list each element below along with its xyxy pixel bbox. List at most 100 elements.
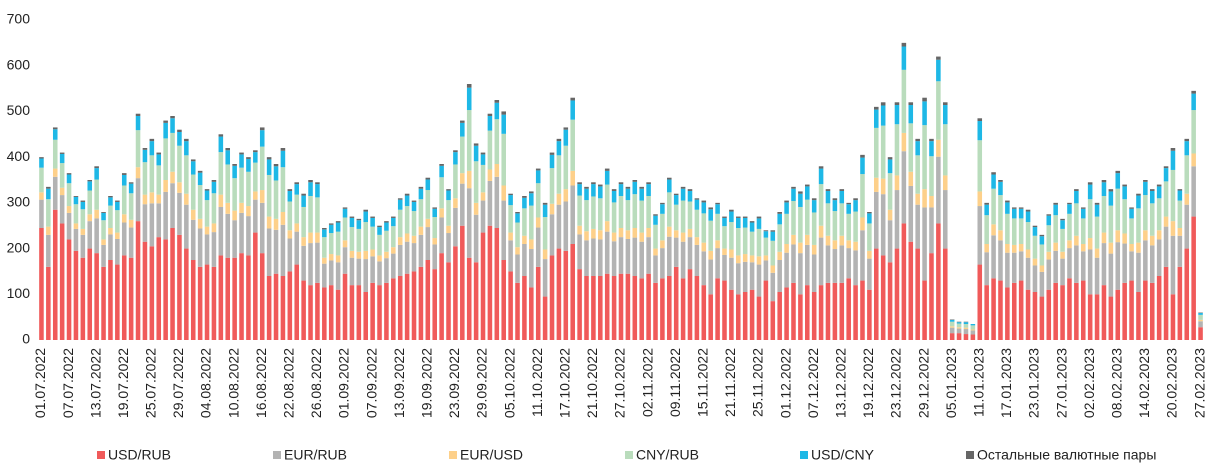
bar-segment — [211, 232, 217, 267]
bar-segment — [1184, 155, 1190, 194]
legend-label: EUR/USD — [460, 447, 523, 463]
bar-segment — [253, 150, 258, 153]
legend-swatch — [625, 451, 633, 459]
bar-segment — [639, 232, 644, 242]
bar-segment — [660, 240, 665, 249]
bar-segment — [867, 223, 872, 251]
bar-segment — [742, 216, 748, 218]
bar-segment — [777, 213, 782, 225]
bar-segment — [708, 294, 713, 340]
bar-segment — [667, 226, 672, 237]
bar-segment — [1122, 282, 1127, 340]
bar-segment — [1122, 199, 1127, 234]
y-tick-label: 500 — [7, 102, 31, 118]
bar-segment — [384, 251, 389, 259]
bar-segment — [584, 240, 589, 276]
bar-segment — [184, 204, 189, 249]
bar-segment — [87, 248, 93, 340]
bar-segment — [860, 154, 865, 158]
bar-segment — [225, 164, 231, 203]
bar-segment — [646, 184, 651, 196]
bar-segment — [108, 260, 113, 340]
bar-segment — [177, 145, 182, 183]
bar-segment — [508, 205, 513, 233]
bar-segment — [259, 127, 265, 131]
x-tick-label: 10.08.2022 — [225, 348, 241, 418]
bar-segment — [1143, 240, 1148, 281]
bar-segment — [128, 193, 134, 220]
bar-segment — [1108, 189, 1114, 192]
bar-segment — [825, 235, 831, 246]
bar-segment — [487, 113, 493, 116]
x-tick-label: 29.07.2022 — [170, 348, 186, 418]
bar-segment — [887, 220, 893, 263]
bar-segment — [101, 212, 106, 213]
bar-segment — [1198, 319, 1203, 322]
bar-segment — [1129, 218, 1134, 244]
bar-segment — [1067, 248, 1072, 279]
bar-segment — [867, 212, 872, 214]
bar-segment — [542, 204, 548, 218]
bar-segment — [639, 200, 644, 233]
bar-segment — [1177, 189, 1183, 191]
bar-segment — [190, 219, 196, 260]
x-tick-label: 23.01.2023 — [1026, 348, 1042, 418]
bar-segment — [294, 223, 300, 232]
bar-segment — [322, 263, 327, 288]
bar-segment — [977, 118, 983, 122]
bar-segment — [411, 211, 417, 236]
bar-segment — [1170, 294, 1176, 340]
bar-segment — [756, 218, 762, 229]
bar-segment — [591, 276, 596, 340]
bar-segment — [232, 165, 237, 179]
bar-segment — [460, 225, 465, 340]
bar-segment — [625, 188, 631, 201]
bar-segment — [632, 237, 638, 276]
bar-segment — [197, 266, 203, 340]
bar-segment — [701, 242, 707, 252]
bar-segment — [970, 334, 976, 340]
bar-segment — [273, 218, 279, 230]
bar-segment — [1011, 282, 1017, 340]
bar-segment — [549, 152, 555, 155]
bar-segment — [1018, 244, 1024, 252]
bar-segment — [135, 116, 141, 131]
bar-segment — [501, 185, 506, 201]
bar-segment — [598, 239, 603, 276]
bar-segment — [404, 193, 410, 196]
bar-segment — [259, 146, 265, 191]
bar-segment — [294, 194, 300, 224]
bar-segment — [591, 184, 596, 197]
bar-segment — [639, 186, 644, 189]
x-tick-label: 25.11.2022 — [750, 348, 766, 417]
bar-segment — [225, 202, 231, 214]
bar-segment — [259, 190, 265, 203]
bar-segment — [1060, 228, 1065, 252]
bar-segment — [384, 221, 389, 223]
bar-segment — [87, 221, 93, 249]
bar-segment — [777, 292, 782, 340]
bar-segment — [1025, 289, 1031, 340]
bar-segment — [998, 181, 1003, 196]
bar-segment — [1018, 280, 1024, 340]
bar-segment — [1156, 239, 1162, 276]
bar-segment — [970, 324, 976, 326]
legend-swatch — [273, 451, 281, 459]
bar-segment — [177, 182, 182, 193]
bar-segment — [632, 181, 638, 195]
bar-segment — [1039, 236, 1045, 245]
bar-segment — [867, 258, 872, 290]
x-tick-label: 11.10.2022 — [529, 348, 545, 417]
x-tick-label: 05.01.2023 — [943, 348, 959, 418]
bar-segment — [453, 198, 458, 208]
bar-segment — [1184, 248, 1190, 340]
bar-segment — [432, 269, 437, 340]
x-tick-label: 14.02.2023 — [1136, 348, 1152, 418]
bar-segment — [432, 207, 437, 209]
bar-segment — [87, 214, 93, 222]
bar-segment — [604, 184, 610, 222]
bar-segment — [177, 192, 182, 235]
bar-segment — [722, 216, 727, 218]
bar-segment — [749, 255, 755, 263]
